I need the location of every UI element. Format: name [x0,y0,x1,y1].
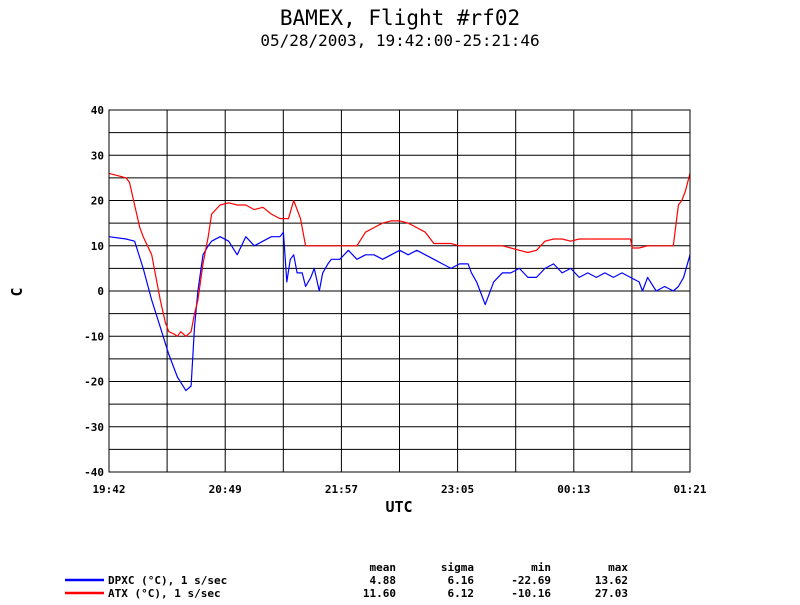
y-tick-label-8: 40 [91,104,104,117]
y-tick-label-3: -10 [84,330,104,343]
legend-label-0: DPXC (°C), 1 s/sec [108,574,227,587]
legend-stat-0-0: 4.88 [370,574,397,587]
y-tick-label-4: 0 [97,285,104,298]
chart-title: BAMEX, Flight #rf02 [280,6,520,30]
x-axis-label: UTC [385,498,412,516]
y-tick-label-7: 30 [91,149,104,162]
chart-subtitle: 05/28/2003, 19:42:00-25:21:46 [260,31,539,50]
y-axis-ticks: -40 -30 -20 -10 0 10 20 30 40 [84,104,104,479]
y-tick-label-5: 10 [91,240,104,253]
y-tick-label-0: -40 [84,466,104,479]
stats-header-sigma: sigma [441,561,474,574]
legend-stat-1-1: 6.12 [448,587,475,600]
x-tick-label-2: 21:57 [325,483,358,496]
y-tick-label-6: 20 [91,195,104,208]
y-axis-label: C [8,287,26,296]
legend-stat-0-3: 13.62 [595,574,628,587]
legend-stat-0-1: 6.16 [448,574,475,587]
plot-frame [108,109,691,473]
x-tick-label-0: 19:42 [92,483,125,496]
x-tick-label-4: 00:13 [557,483,590,496]
series-line-1 [108,172,691,337]
legend-label-1: ATX (°C), 1 s/sec [108,587,221,600]
plot-grid [109,110,690,472]
legend-stat-0-2: -22.69 [511,574,551,587]
x-tick-label-3: 23:05 [441,483,474,496]
series-line-0 [108,231,691,392]
x-tick-label-1: 20:49 [209,483,242,496]
legend-stat-1-2: -10.16 [511,587,551,600]
series-layer [108,172,691,392]
legend-stat-1-3: 27.03 [595,587,628,600]
y-tick-label-1: -30 [84,421,104,434]
stats-header-min: min [531,561,551,574]
y-tick-label-2: -20 [84,376,104,389]
legend: mean sigma min max DPXC (°C), 1 s/sec 4.88 6.1… [65,561,628,600]
stats-header-mean: mean [370,561,397,574]
legend-stat-1-0: 11.60 [363,587,396,600]
x-axis-ticks: 19:42 20:49 21:57 23:05 00:13 01:21 [92,483,706,496]
stats-header-max: max [608,561,628,574]
x-tick-label-5: 01:21 [673,483,706,496]
